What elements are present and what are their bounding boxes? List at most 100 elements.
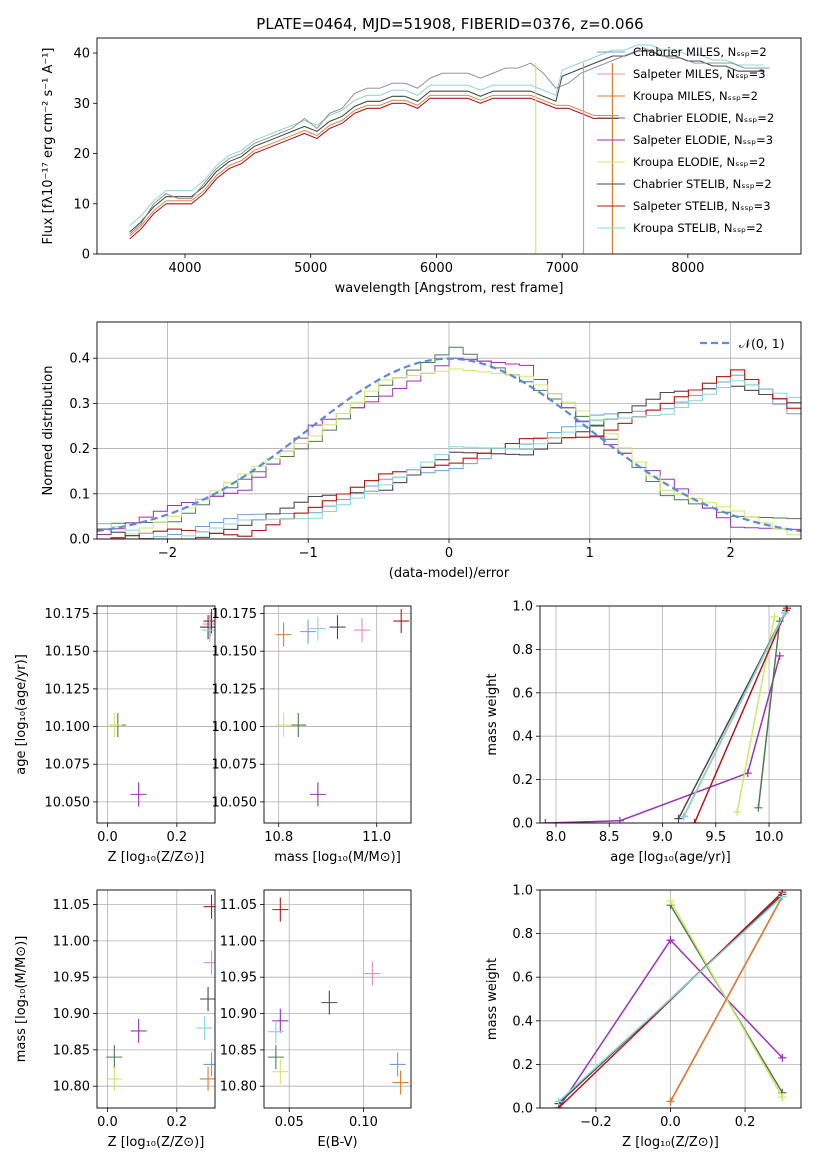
errorbar-point: [130, 1018, 147, 1043]
errorbar-point: [354, 618, 370, 643]
spectrum-observed-line: [129, 47, 770, 235]
y-tick-label: 11.00: [53, 934, 90, 949]
y-tick-label: 0.2: [512, 1058, 533, 1073]
x-axis-label: E(B-V): [317, 1135, 357, 1150]
y-tick-label: 0.0: [69, 533, 90, 548]
spectrum-model-line: [129, 97, 619, 240]
cumulative-marker: [690, 819, 699, 823]
cumulative-marker: [674, 814, 683, 823]
errorbar-point: [321, 990, 338, 1015]
y-axis-label: mass weight: [485, 958, 500, 1040]
cumulative-line: [557, 939, 672, 1108]
cumulative-line: [757, 621, 781, 808]
x-axis-label: wavelength [Angstrom, rest frame]: [335, 281, 564, 296]
errorbar-point: [203, 1052, 215, 1077]
y-tick-label: 10.80: [53, 1080, 90, 1095]
histogram-step: [97, 380, 801, 539]
normal-curve: [97, 357, 801, 533]
errorbar-point: [309, 616, 326, 641]
y-tick-label: 10.90: [53, 1007, 90, 1022]
legend-label: Salpeter ELODIE, Nₛₛₚ=3: [633, 133, 773, 147]
errorbar-point: [202, 612, 215, 637]
y-tick-label: 0.6: [512, 971, 533, 986]
legend-label: Salpeter STELIB, Nₛₛₚ=3: [633, 199, 771, 213]
plot-area: [275, 609, 410, 807]
errorbar-point: [309, 782, 326, 807]
cumulative-marker: [778, 1053, 787, 1062]
figure-title: PLATE=0464, MJD=51908, FIBERID=0376, z=0…: [256, 15, 643, 33]
x-tick-label: 0.0: [97, 1115, 118, 1130]
errorbar-point: [290, 713, 307, 738]
x-tick-label: 0.0: [660, 1115, 681, 1130]
y-tick-label: 0.0: [512, 1102, 533, 1117]
y-tick-label: 0.4: [512, 730, 533, 745]
panel-spectrum: 4000 5000 6000 7000 8000 0 10 20 30 40 wavelength …: [41, 37, 802, 296]
panel-age_vs_Z: 0.0 0.2 10.050 10.075 10.100 10.125 10.150 10.1…: [14, 605, 216, 865]
y-tick-label: 40: [73, 47, 90, 62]
x-tick-label: 6000: [420, 261, 453, 276]
errorbar-point: [203, 894, 215, 919]
legend-label: Chabrier STELIB, Nₛₛₚ=2: [633, 177, 772, 191]
errorbar-point: [130, 782, 147, 807]
plot-area: [97, 346, 801, 539]
y-tick-label: 0.0: [512, 817, 533, 832]
errorbar-point: [267, 1019, 284, 1044]
plot-frame: [539, 605, 802, 824]
plot-frame: [96, 605, 216, 824]
cumulative-marker: [554, 1097, 563, 1106]
cumulative-marker: [615, 816, 624, 823]
y-tick-label: 0.4: [69, 352, 90, 367]
y-tick-label: 0: [82, 248, 90, 263]
cumulative-marker: [781, 608, 790, 617]
y-tick-label: 10.100: [45, 720, 91, 735]
x-tick-label: −0.2: [580, 1115, 612, 1130]
x-tick-label: 2: [726, 546, 734, 561]
y-axis-label: age [log₁₀(age/yr)]: [14, 654, 29, 775]
x-tick-label: 0.10: [349, 1115, 378, 1130]
y-tick-label: 0.1: [69, 487, 90, 502]
x-axis-label: Z [log₁₀(Z/Z⊙)]: [108, 850, 205, 865]
cumulative-line: [545, 655, 781, 823]
y-tick-label: 10.075: [45, 758, 91, 773]
y-tick-label: 10: [73, 197, 90, 212]
x-tick-label: 9.5: [705, 830, 726, 845]
histogram-step: [97, 357, 801, 535]
errorbar-point: [272, 1059, 289, 1084]
errorbar-point: [200, 987, 215, 1011]
errorbar-point: [200, 1066, 215, 1091]
x-tick-label: 8000: [671, 261, 704, 276]
plot-area: [554, 890, 787, 1108]
y-tick-label: 10.175: [212, 607, 258, 622]
cumulative-marker: [770, 612, 779, 621]
y-tick-label: 0.2: [69, 442, 90, 457]
y-tick-label: 10.85: [220, 1043, 257, 1058]
y-axis-label: mass weight: [485, 673, 500, 755]
y-tick-label: 10.150: [45, 645, 91, 660]
legend-label: Kroupa STELIB, Nₛₛₚ=2: [633, 221, 763, 235]
x-tick-label: 0.0: [97, 830, 118, 845]
errorbar-point: [272, 1008, 289, 1033]
plot-frame: [96, 889, 216, 1109]
cumulative-line: [683, 612, 786, 817]
errorbar-point: [275, 622, 292, 647]
spectrum-model-line: [129, 94, 619, 237]
y-tick-label: 0.8: [512, 927, 533, 942]
x-tick-label: 0.05: [275, 1115, 304, 1130]
errorbar-point: [392, 1070, 409, 1095]
plot-frame: [263, 889, 412, 1109]
cumulative-marker: [541, 819, 550, 823]
legend-label: Kroupa ELODIE, Nₛₛₚ=2: [633, 155, 766, 169]
y-tick-label: 10.100: [212, 720, 258, 735]
cumulative-marker: [666, 896, 675, 905]
y-tick-label: 10.95: [53, 971, 90, 986]
y-tick-label: 10.050: [212, 795, 258, 810]
y-tick-label: 10.125: [45, 682, 91, 697]
x-tick-label: −1: [299, 546, 318, 561]
panel-cumulative_age: 8.0 8.5 9.0 9.5 10.0 0.0 0.2 0.4 0.6 0.8 1.0 age [l…: [485, 600, 802, 865]
y-axis-label: Flux [fλ10⁻¹⁷ erg cm⁻² s⁻¹ A⁻¹]: [41, 48, 56, 245]
errorbar-point: [389, 1052, 406, 1077]
y-tick-label: 11.05: [53, 898, 90, 913]
errorbar-point: [300, 619, 317, 644]
legend-label: Chabrier ELODIE, Nₛₛₚ=2: [633, 111, 774, 125]
residuals-legend: 𝒩(0, 1): [700, 336, 785, 351]
